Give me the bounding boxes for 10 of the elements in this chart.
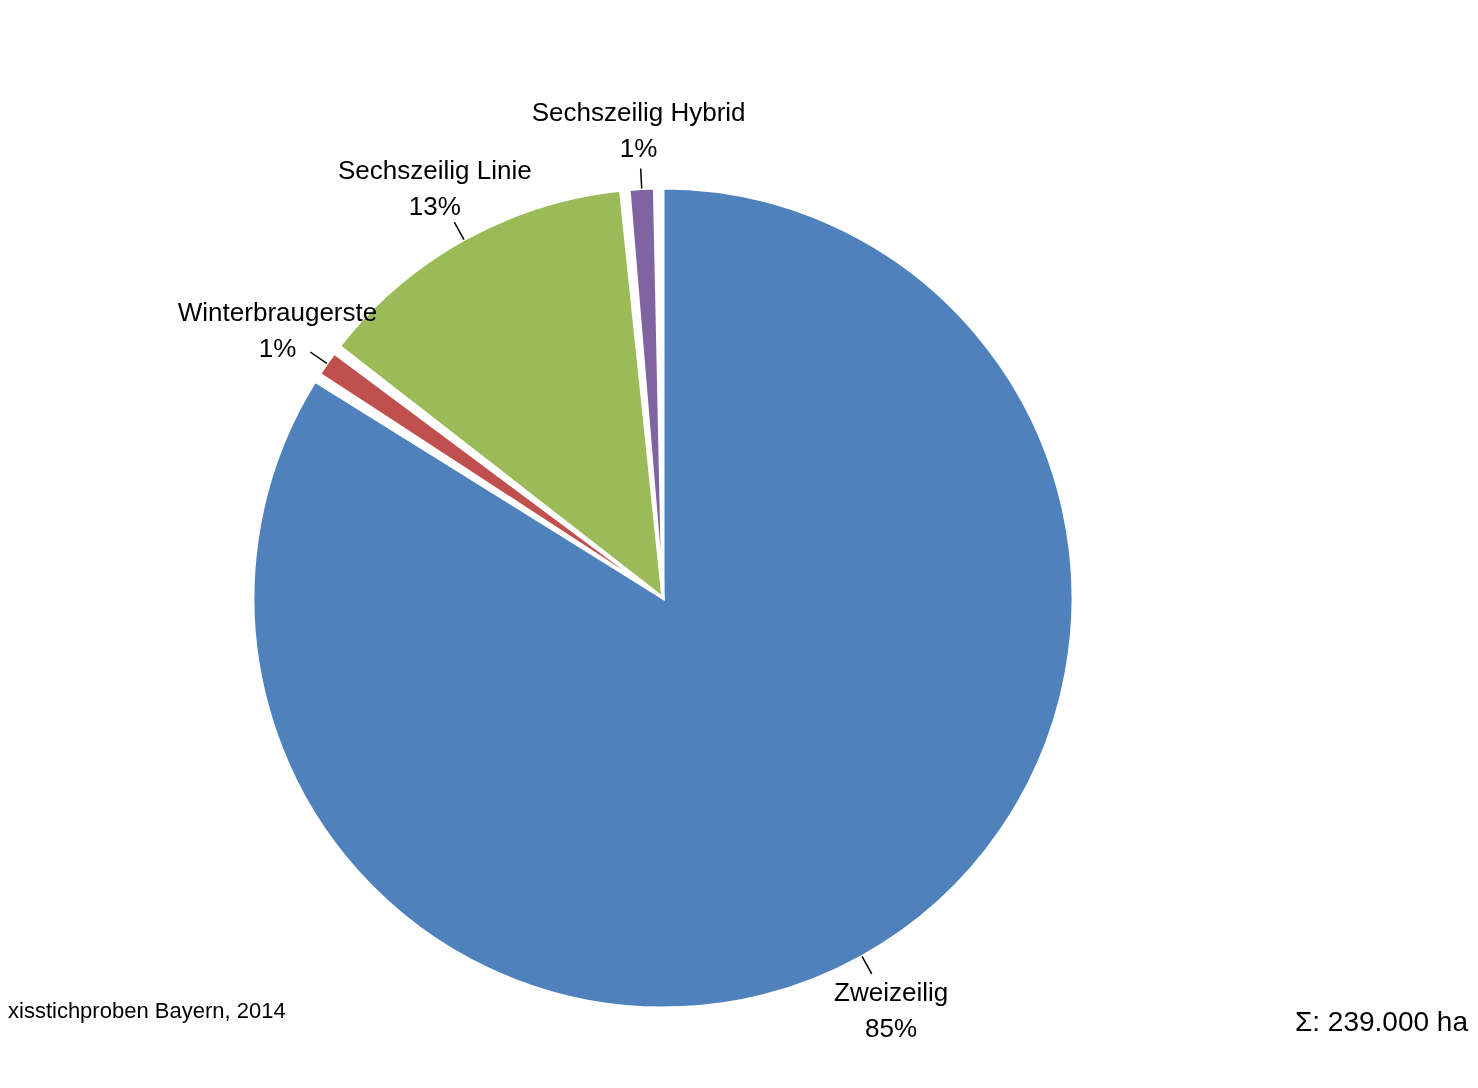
data-label: 1% [619, 132, 658, 163]
data-label: 13% [408, 191, 461, 222]
text: xisstichproben Bayern, 2014 [8, 998, 286, 1024]
slice-label: Zweizeilig [834, 976, 949, 1007]
slice-label: Sechszeilig Linie [338, 155, 532, 186]
data-label: 1% [258, 333, 297, 364]
slice-label: Sechszeilig Hybrid [531, 96, 746, 127]
slice-label: Winterbraugerste [177, 297, 378, 328]
data-label: 85% [865, 1012, 918, 1043]
text: Σ: 239.000 ha [1294, 1006, 1468, 1038]
